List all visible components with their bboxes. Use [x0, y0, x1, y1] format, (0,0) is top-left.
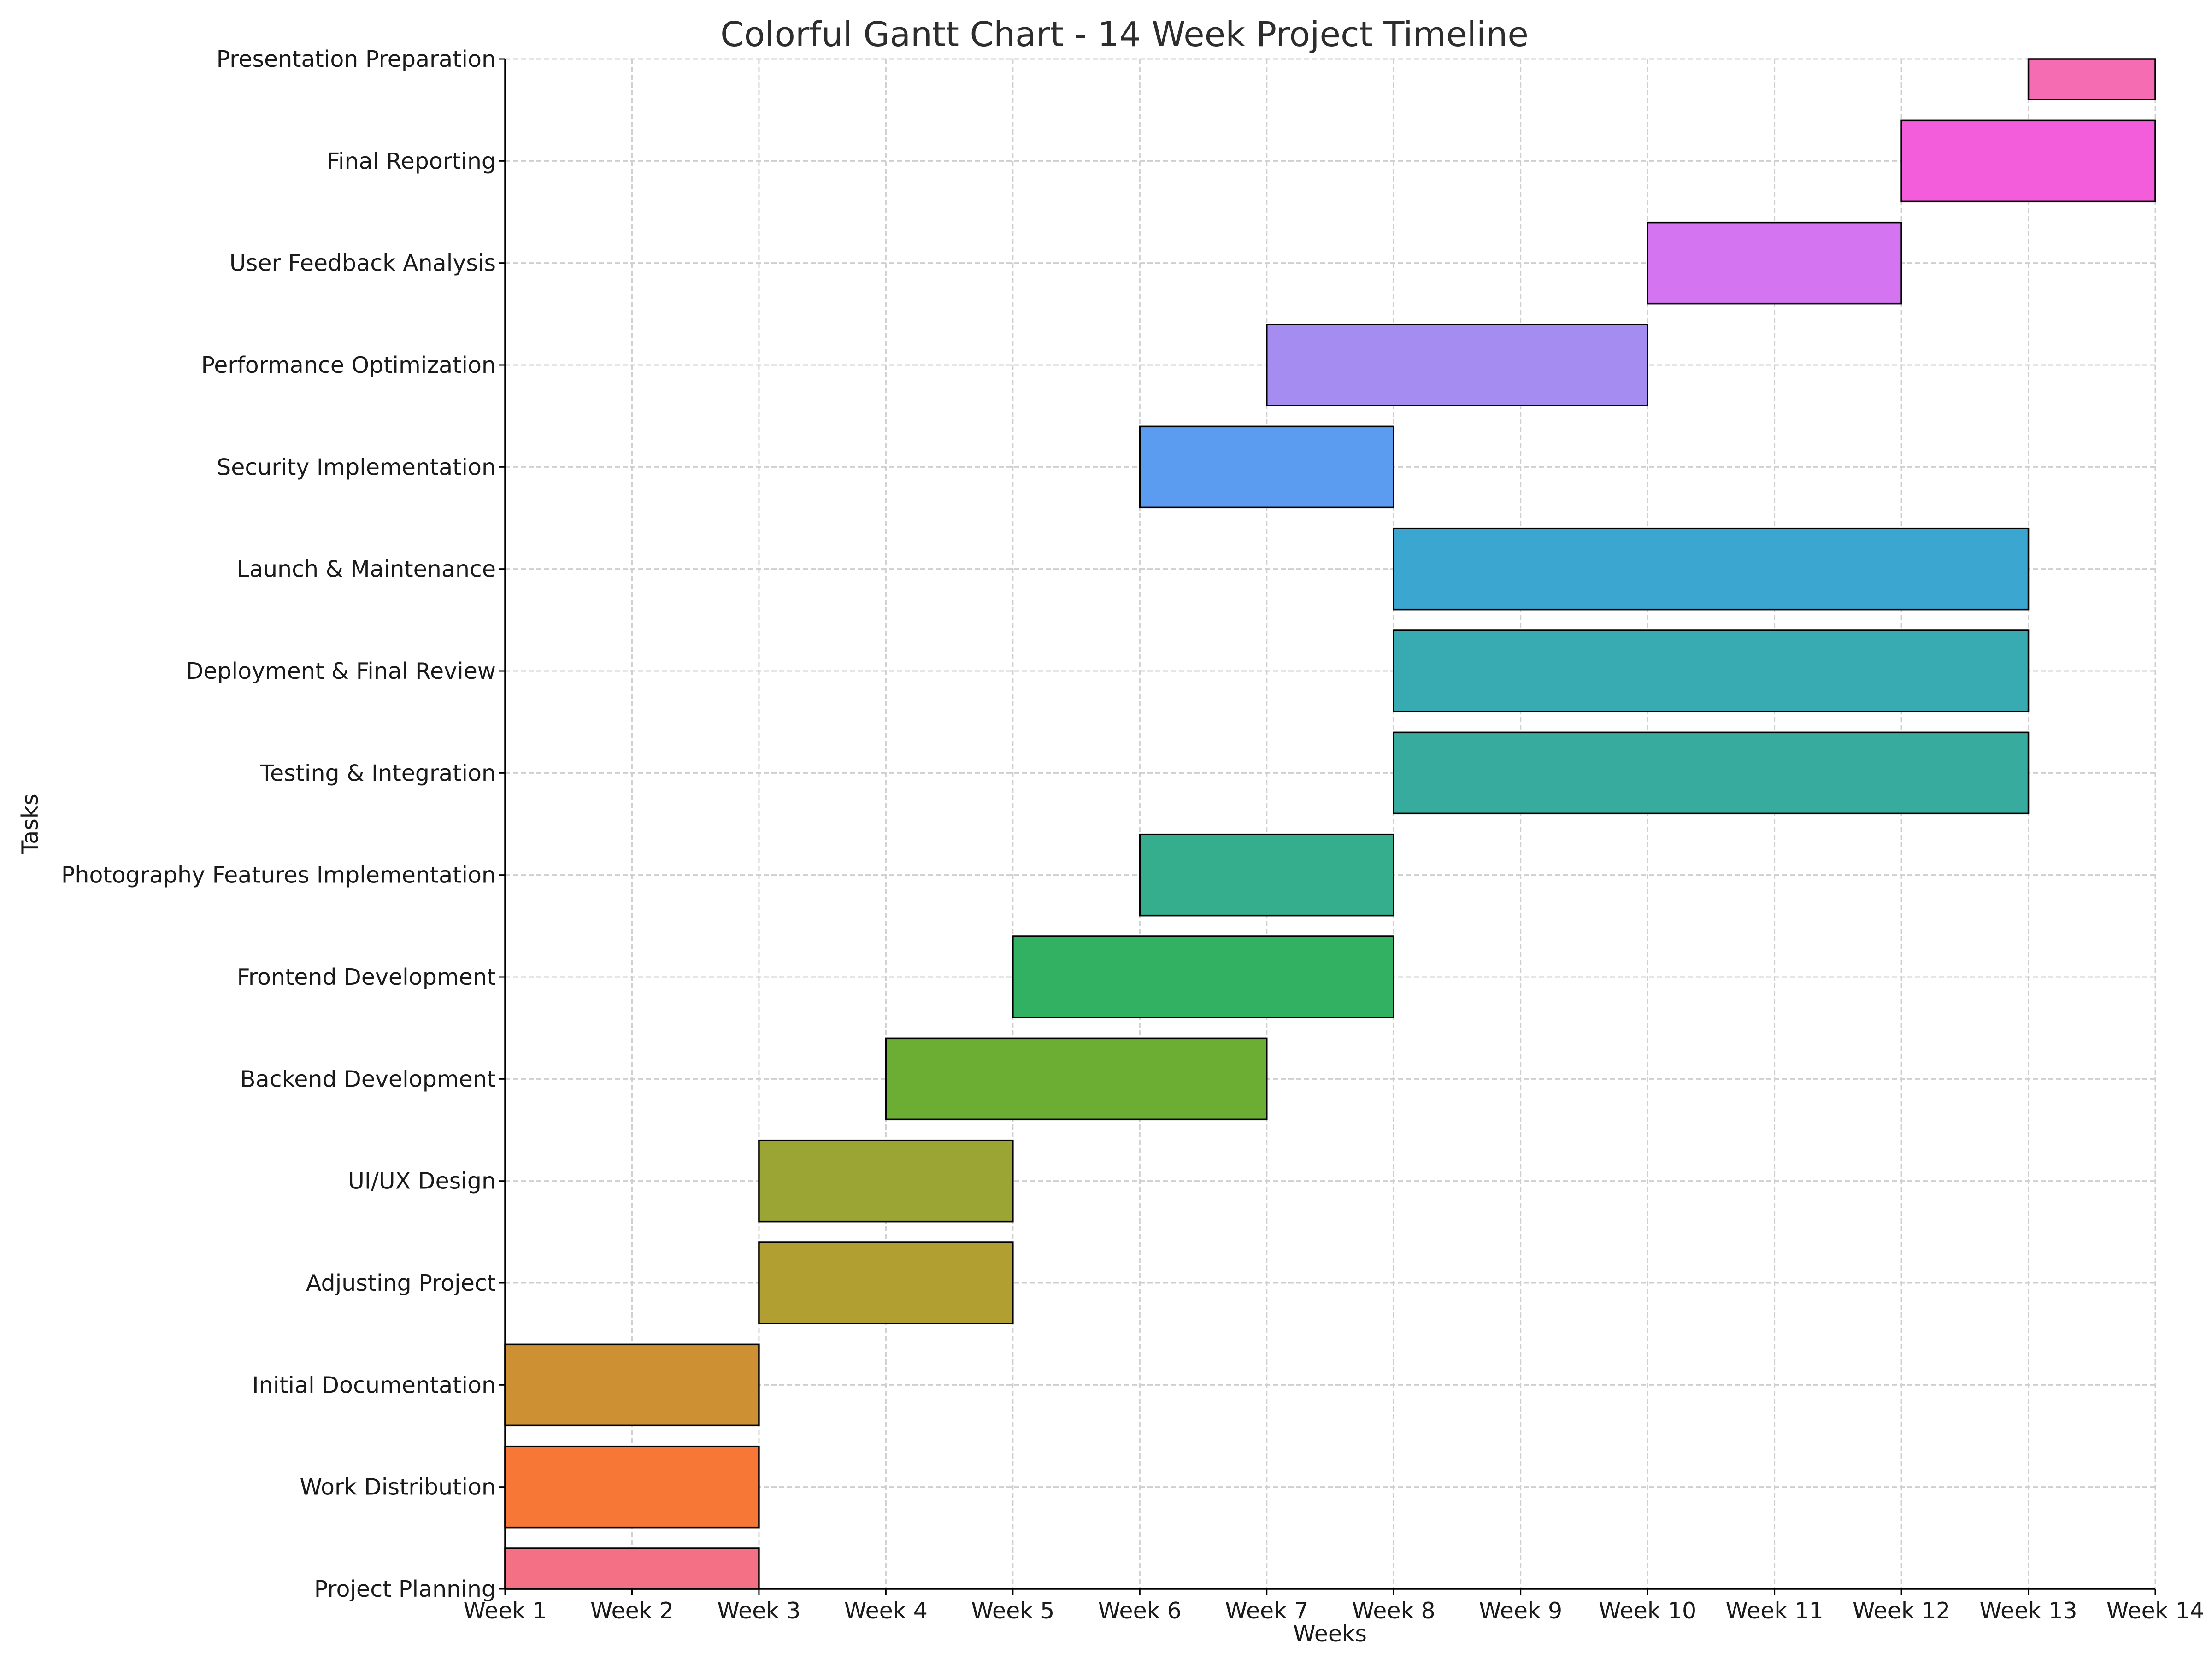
x-tick-label: Week 12 — [1853, 1598, 1950, 1624]
x-tick-label: Week 10 — [1599, 1598, 1696, 1624]
task-bar — [885, 1037, 1268, 1121]
y-tick-label: Launch & Maintenance — [237, 556, 496, 582]
y-tick-label: Security Implementation — [217, 454, 496, 480]
task-bar — [1266, 324, 1648, 406]
task-bar — [758, 1241, 1014, 1324]
task-bar — [1393, 527, 2030, 611]
task-bar — [1900, 119, 2156, 203]
y-tick-label: Project Planning — [314, 1576, 496, 1602]
task-bar — [504, 1547, 760, 1590]
x-tick-label: Week 6 — [1098, 1598, 1182, 1624]
task-bar — [1139, 425, 1394, 509]
y-tick-label: Presentation Preparation — [217, 46, 496, 72]
y-tick-label: Work Distribution — [300, 1474, 496, 1500]
x-tick-label: Week 13 — [1979, 1598, 2077, 1624]
y-tick-label: Final Reporting — [327, 148, 496, 174]
task-bar — [1647, 221, 1902, 305]
task-bar — [1393, 629, 2030, 712]
task-bar — [1393, 731, 2030, 815]
x-tick-label: Week 14 — [2106, 1598, 2204, 1624]
y-tick-labels: Project Planning Work Distribution Initial… — [61, 46, 505, 1602]
y-tick-label: User Feedback Analysis — [229, 250, 496, 276]
task-bar — [504, 1343, 760, 1427]
task-bar — [1139, 833, 1394, 917]
y-tick-label: UI/UX Design — [348, 1168, 496, 1194]
y-tick-label: Deployment & Final Review — [186, 658, 496, 684]
y-tick-label: Photography Features Implementation — [61, 862, 496, 888]
y-tick-label: Performance Optimization — [201, 352, 496, 378]
y-tick-label: Testing & Integration — [259, 760, 496, 786]
x-tick-label: Week 5 — [971, 1598, 1054, 1624]
x-tick-label: Week 4 — [844, 1598, 928, 1624]
task-bars — [504, 58, 2156, 1590]
x-tick-label: Week 3 — [717, 1598, 800, 1624]
y-tick-label: Frontend Development — [237, 964, 496, 990]
x-axis-label: Weeks — [1293, 1621, 1367, 1647]
chart-title: Colorful Gantt Chart - 14 Week Project T… — [720, 15, 1529, 54]
task-bar — [504, 1445, 760, 1529]
task-bar — [1012, 935, 1394, 1018]
y-axis-label: Tasks — [17, 794, 43, 854]
x-tick-label: Week 1 — [464, 1598, 547, 1624]
x-tick-label: Week 11 — [1726, 1598, 1824, 1624]
x-tick-label: Week 2 — [590, 1598, 674, 1624]
y-tick-label: Backend Development — [240, 1066, 496, 1092]
x-tick-labels: Week 1 Week 2 Week 3 Week 4 Week 5 Week 6 Week… — [464, 1589, 2204, 1624]
y-tick-label: Adjusting Project — [306, 1270, 496, 1296]
x-tick-label: Week 8 — [1352, 1598, 1435, 1624]
x-tick-label: Week 9 — [1479, 1598, 1562, 1624]
task-bar — [758, 1139, 1014, 1223]
task-bar — [2027, 58, 2156, 100]
y-tick-label: Initial Documentation — [252, 1372, 496, 1398]
x-tick-label: Week 7 — [1225, 1598, 1308, 1624]
